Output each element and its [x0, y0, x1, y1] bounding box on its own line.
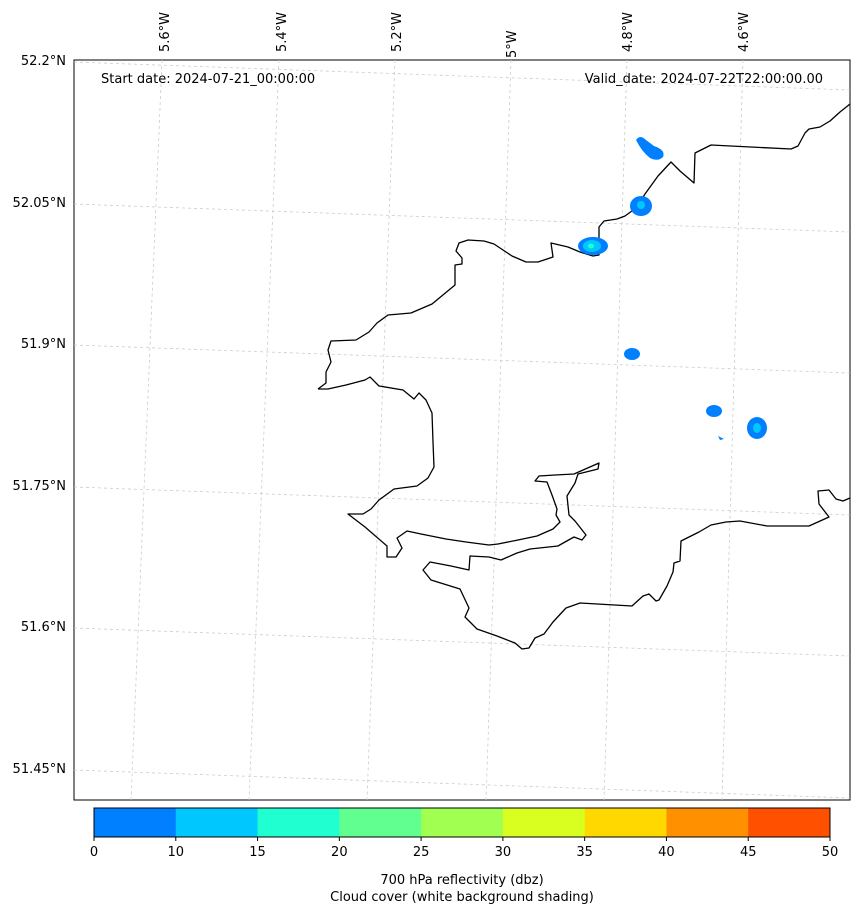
colorbar-tick-label: 35 — [576, 845, 593, 860]
lat-label: 51.6°N — [21, 620, 66, 635]
colorbar-tick-label: 20 — [331, 845, 348, 860]
lat-label: 51.75°N — [13, 479, 66, 494]
colorbar-swatch — [257, 808, 340, 837]
start-date-label: Start date: 2024-07-21_00:00:00 — [101, 72, 315, 87]
lon-label: 5°W — [505, 30, 520, 58]
colorbar-tick-label: 10 — [168, 845, 185, 860]
coastline-south — [318, 376, 851, 650]
lat-label: 51.45°N — [13, 762, 66, 777]
map-frame — [73, 59, 851, 801]
colorbar-swatch — [421, 808, 504, 837]
lon-label: 4.8°W — [621, 12, 636, 52]
colorbar-swatch — [339, 808, 422, 837]
colorbar: 0 10 15 20 25 30 35 40 45 50 700 hPa reflectivity… — [90, 807, 838, 905]
lat-label: 52.2°N — [21, 54, 66, 69]
lat-label: 51.9°N — [21, 337, 66, 352]
colorbar-tick-label: 25 — [413, 845, 430, 860]
colorbar-tick-label: 50 — [822, 845, 839, 860]
colorbar-swatch — [584, 808, 667, 837]
coastline — [317, 103, 851, 650]
colorbar-tick-label: 0 — [90, 845, 98, 860]
colorbar-swatches — [94, 808, 831, 837]
reflectivity-cell — [630, 196, 652, 216]
coastline-north — [317, 103, 851, 390]
lon-label: 5.6°W — [158, 12, 173, 52]
colorbar-tick-label: 30 — [495, 845, 512, 860]
reflectivity-cell — [636, 137, 664, 160]
reflectivity-cell — [747, 417, 767, 439]
colorbar-label-line2: Cloud cover (white background shading) — [330, 890, 594, 905]
colorbar-tick-label: 40 — [658, 845, 675, 860]
colorbar-ticks: 0 10 15 20 25 30 35 40 45 50 — [90, 837, 838, 860]
longitude-labels: 5.6°W 5.4°W 5.2°W 5°W 4.8°W 4.6°W — [158, 12, 752, 58]
reflectivity-cells — [578, 137, 767, 440]
colorbar-tick-label: 45 — [740, 845, 757, 860]
colorbar-swatch — [748, 808, 831, 837]
colorbar-swatch — [94, 808, 177, 837]
colorbar-swatch — [502, 808, 586, 837]
reflectivity-cell — [706, 405, 722, 417]
lon-label: 4.6°W — [737, 12, 752, 52]
reflectivity-cell — [718, 436, 724, 440]
lat-label: 52.05°N — [13, 196, 66, 211]
colorbar-outline — [93, 807, 831, 838]
colorbar-swatch — [175, 808, 259, 837]
colorbar-label-line1: 700 hPa reflectivity (dbz) — [380, 873, 543, 888]
colorbar-tick-label: 15 — [249, 845, 266, 860]
reflectivity-cell — [578, 237, 608, 255]
colorbar-swatch — [666, 808, 749, 837]
valid-date-label: Valid_date: 2024-07-22T22:00:00.00 — [585, 72, 823, 87]
reflectivity-cell — [624, 348, 640, 360]
lon-label: 5.2°W — [390, 12, 405, 52]
lon-label: 5.4°W — [275, 12, 290, 52]
latitude-labels: 52.2°N 52.05°N 51.9°N 51.75°N 51.6°N 51.… — [13, 54, 66, 777]
